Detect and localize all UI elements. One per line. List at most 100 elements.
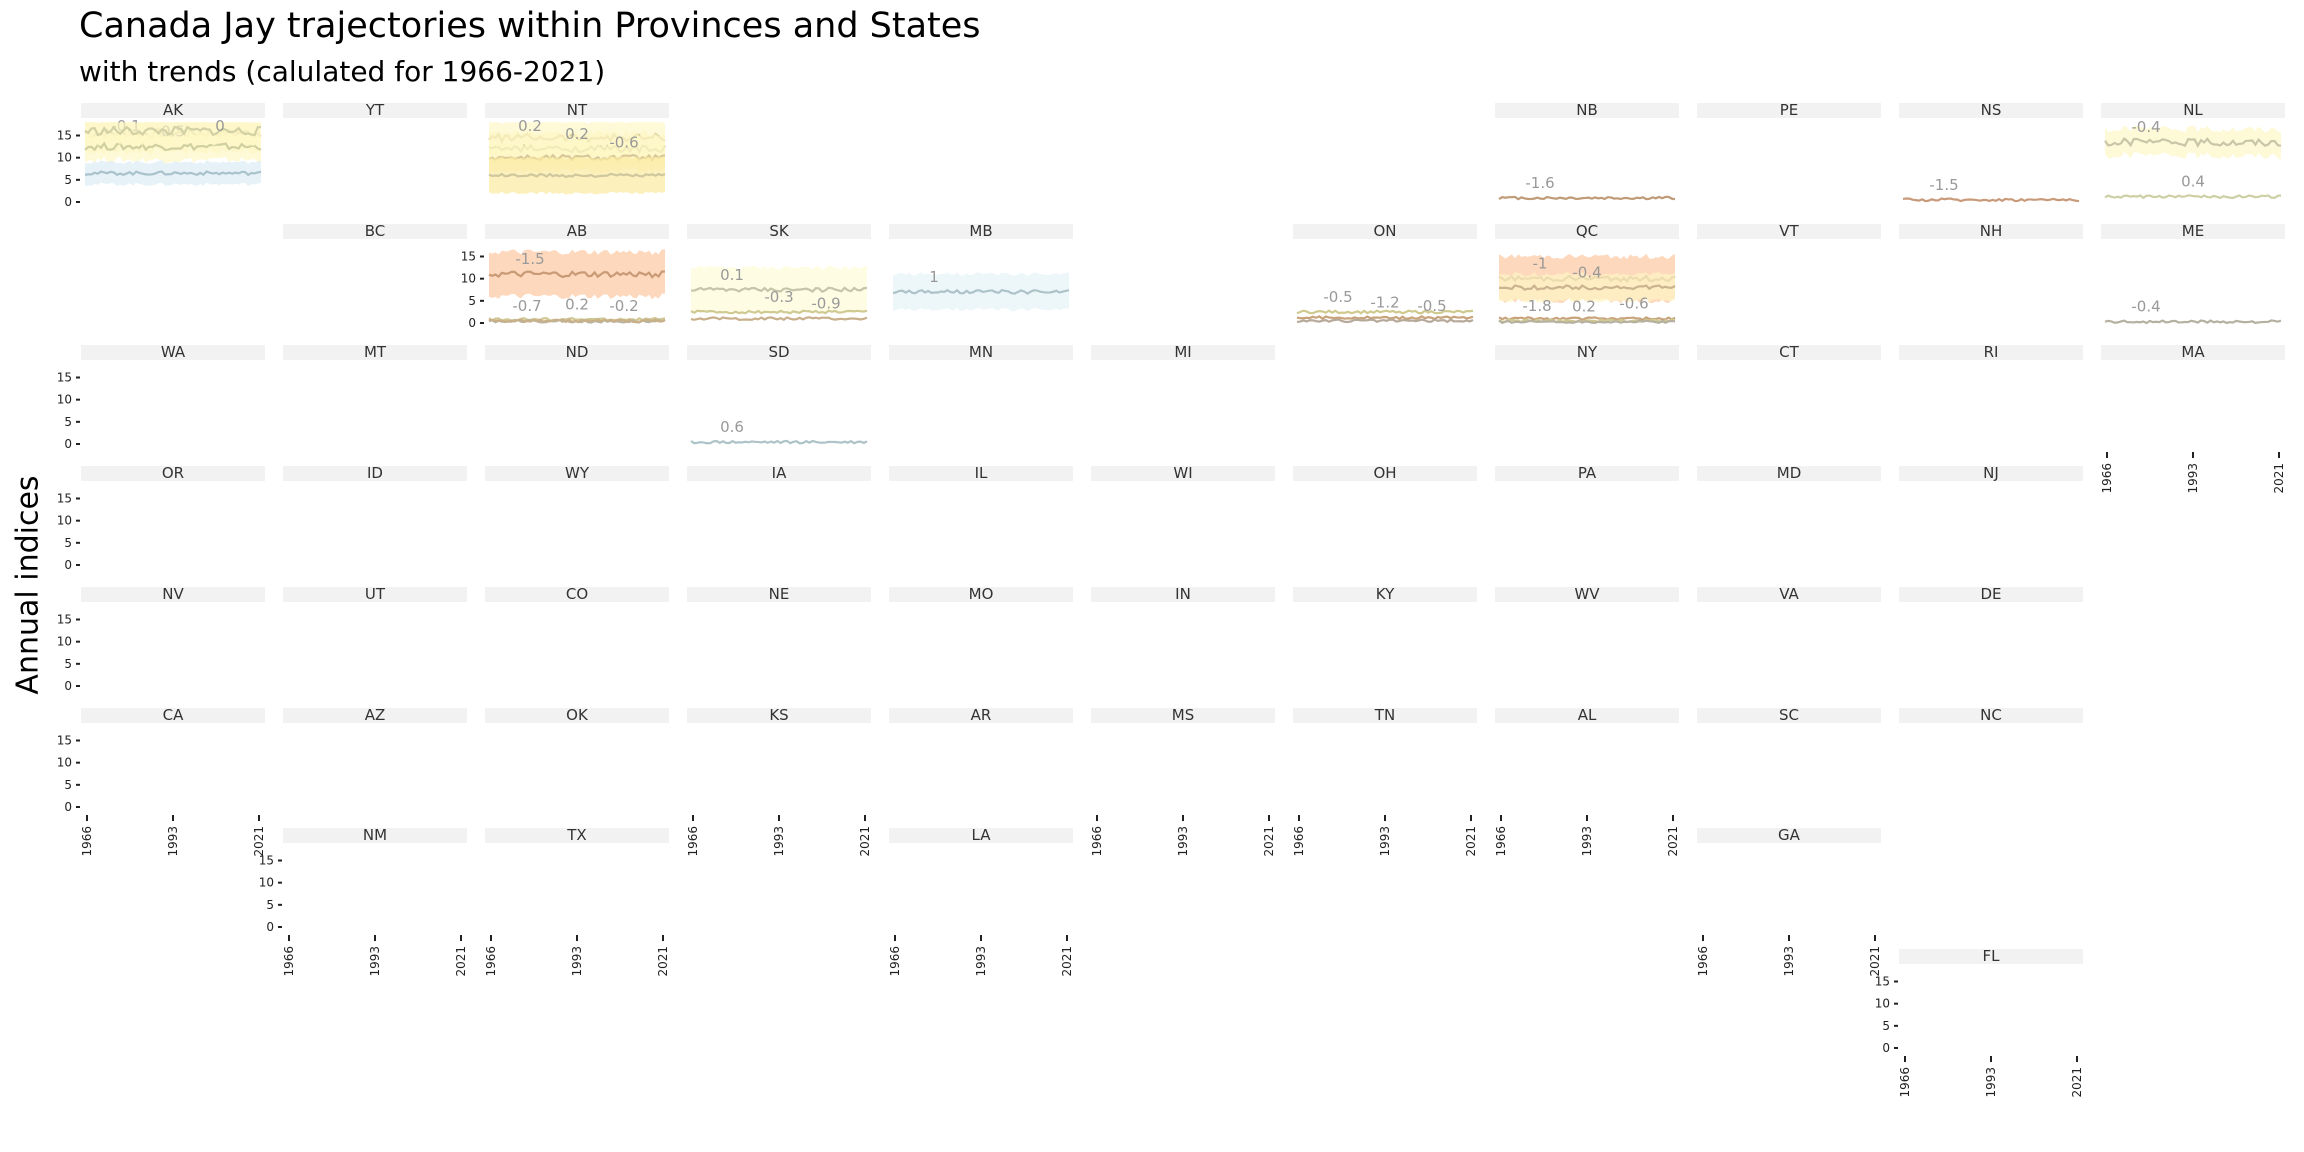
strip-bg [2101, 224, 2285, 239]
series-line [1498, 283, 1676, 291]
series-line [1296, 309, 1474, 315]
strip-bg [687, 708, 871, 723]
strip-label: WY [565, 464, 590, 482]
x-tick-label: 1993 [1782, 946, 1796, 977]
strip-label: NT [567, 101, 588, 119]
strip-bg [485, 466, 669, 481]
panel-mb: MB 1 [889, 222, 1073, 312]
strip-bg [1899, 949, 2083, 964]
ci-band [2105, 125, 2281, 159]
strip-label: OK [566, 706, 589, 724]
strip-bg [1091, 466, 1275, 481]
strip-label: TX [566, 826, 586, 844]
strip-label: NE [769, 585, 790, 603]
x-tick-label: 1966 [2100, 463, 2114, 494]
strip-bg [1697, 466, 1881, 481]
x-tick-label: 1966 [1898, 1067, 1912, 1098]
strip-label: LA [972, 826, 992, 844]
strip-label: WA [161, 343, 186, 361]
strip-bg [1091, 345, 1275, 360]
panel-nl: NL -0.4 0.4 [2101, 101, 2285, 200]
series-line [2104, 319, 2282, 325]
trend-label: -1.5 [515, 250, 544, 268]
y-tick-label: 5 [64, 778, 72, 792]
panel-nc: NC [1899, 706, 2083, 724]
strip-label: IL [975, 464, 988, 482]
panel-md: MD [1697, 464, 1881, 482]
trend-label: -0.5 [1417, 297, 1446, 315]
strip-label: IA [772, 464, 787, 482]
panel-sc: SC [1697, 706, 1881, 724]
panel-al: AL [1495, 706, 1679, 724]
strip-bg [889, 587, 1073, 602]
strip-label: NC [1980, 706, 2002, 724]
strip-label: AR [971, 706, 992, 724]
y-tick-label: 10 [57, 393, 72, 407]
strip-label: IN [1175, 585, 1191, 603]
strip-label: SK [769, 222, 790, 240]
trend-label: 0.6 [720, 418, 744, 436]
strip-label: NJ [1983, 464, 1999, 482]
strip-label: FL [1983, 947, 2001, 965]
panel-in: IN [1091, 585, 1275, 603]
strip-label: NL [2183, 101, 2203, 119]
trend-label: 0.2 [1572, 298, 1596, 316]
x-tick-label: 1966 [484, 946, 498, 977]
strip-bg [81, 466, 265, 481]
series-line [1296, 318, 1474, 324]
panel-nh: NH [1899, 222, 2083, 240]
strip-label: AL [1578, 706, 1597, 724]
strip-bg [889, 224, 1073, 239]
y-tick-label: 15 [57, 613, 72, 627]
panel-or: OR [81, 464, 265, 482]
x-tick-label: 2021 [252, 826, 266, 857]
strip-bg [1495, 587, 1679, 602]
strip-label: CT [1779, 343, 1799, 361]
x-tick-label: 1993 [2186, 463, 2200, 494]
strip-label: MB [969, 222, 992, 240]
trend-label: -0.4 [2131, 118, 2160, 136]
trend-label: 0 [215, 117, 225, 135]
panel-ne: NE [687, 585, 871, 603]
x-tick-label: 1993 [166, 826, 180, 857]
panel-nm: NM [283, 826, 467, 844]
x-tick-label: 1966 [1090, 826, 1104, 857]
y-tick-label: 15 [1875, 975, 1890, 989]
strip-bg [1899, 345, 2083, 360]
strip-label: WI [1173, 464, 1192, 482]
trend-label: -1.8 [1522, 297, 1551, 315]
panel-ky: KY [1293, 585, 1477, 603]
panel-co: CO [485, 585, 669, 603]
panel-de: DE [1899, 585, 2083, 603]
y-tick-label: 10 [57, 756, 72, 770]
panel-oh: OH [1293, 464, 1477, 482]
series-line [690, 286, 868, 294]
panel-me: ME -0.4 [2101, 222, 2285, 325]
panel-ny: NY [1495, 343, 1679, 361]
x-tick-label: 1966 [282, 946, 296, 977]
panel-mi: MI [1091, 343, 1275, 361]
x-tick-label: 1966 [888, 946, 902, 977]
strip-bg [1495, 345, 1679, 360]
trend-label: 0.2 [518, 117, 542, 135]
strip-bg [889, 828, 1073, 843]
series-line [1498, 319, 1676, 325]
panel-nb: NB -1.6 [1495, 101, 1679, 201]
strip-label: BC [365, 222, 386, 240]
y-tick-label: 15 [57, 734, 72, 748]
panel-pe: PE [1697, 101, 1881, 119]
strip-bg [1293, 708, 1477, 723]
y-tick-label: 5 [468, 294, 476, 308]
panel-id: ID [283, 464, 467, 482]
strip-label: MT [364, 343, 387, 361]
y-tick-label: 5 [64, 657, 72, 671]
strip-bg [283, 587, 467, 602]
y-tick-label: 15 [259, 854, 274, 868]
x-tick-label: 1966 [686, 826, 700, 857]
strip-label: KY [1376, 585, 1395, 603]
panel-ma: MA [2101, 343, 2285, 361]
series-line [892, 288, 1070, 295]
strip-label: TN [1374, 706, 1395, 724]
strip-bg [485, 345, 669, 360]
strip-label: MN [969, 343, 993, 361]
